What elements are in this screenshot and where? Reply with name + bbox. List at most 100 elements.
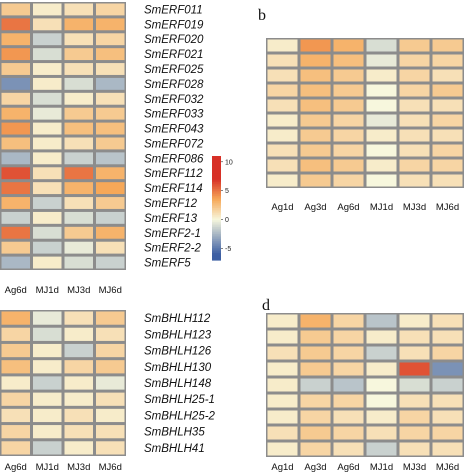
row-label: SmERF043 xyxy=(144,124,204,136)
row-label: SmERF019 xyxy=(144,19,204,31)
heatmap-cell xyxy=(1,3,30,16)
row-label: SmBHLH41 xyxy=(144,443,205,455)
row-label: SmBHLH123 xyxy=(144,329,212,341)
heatmap-cell xyxy=(33,360,62,374)
heatmap-cell xyxy=(366,378,397,392)
colorbar-segment xyxy=(212,156,221,159)
heatmap-cell xyxy=(333,144,364,157)
heatmap-cell xyxy=(64,226,93,239)
heatmap-cell xyxy=(300,442,331,456)
row-label: SmERF021 xyxy=(144,49,203,61)
heatmap-cell xyxy=(1,152,30,165)
heatmap-cell xyxy=(399,84,430,97)
heatmap-cell xyxy=(399,159,430,172)
heatmap-cell xyxy=(399,129,430,142)
heatmap-cell xyxy=(1,360,30,374)
heatmap-cell xyxy=(300,378,331,392)
heatmap-panel-a: Ag6d MJ1d MJ3d MJ6d SmERF011 SmERF019 SmERF020… xyxy=(0,2,204,296)
colorbar-segment xyxy=(212,161,221,164)
heatmap-cell xyxy=(1,92,30,105)
column-label: MJ3d xyxy=(67,462,90,473)
heatmap-cell xyxy=(64,311,93,325)
row-label: SmERF086 xyxy=(144,153,204,165)
heatmap-cell xyxy=(267,394,298,408)
column-label: Ag6d xyxy=(337,462,359,473)
heatmap-cell xyxy=(64,77,93,90)
heatmap-cell xyxy=(366,410,397,424)
colorbar-segment xyxy=(212,195,221,199)
heatmap-cell xyxy=(366,99,397,112)
heatmap-frame xyxy=(266,38,464,188)
heatmap-cell xyxy=(333,426,364,440)
colorbar-segment xyxy=(212,180,221,183)
colorbar-segment xyxy=(212,182,221,185)
heatmap-cell xyxy=(333,69,364,82)
heatmap-cell xyxy=(432,84,463,97)
heatmap-cell xyxy=(33,197,62,209)
colorbar-segment xyxy=(212,228,221,232)
heatmap-cell xyxy=(432,410,463,424)
column-label: MJ1d xyxy=(370,202,393,213)
heatmap-cell xyxy=(33,3,62,16)
heatmap-cell xyxy=(300,174,331,187)
heatmap-cell xyxy=(96,197,125,209)
column-label: MJ3d xyxy=(67,285,90,296)
heatmap-cell xyxy=(399,314,430,328)
heatmap-cell xyxy=(366,54,397,67)
colorbar-segment xyxy=(212,221,221,225)
heatmap-cell xyxy=(333,410,364,424)
heatmap-cell xyxy=(267,159,298,172)
heatmap-cell xyxy=(64,197,93,209)
heatmap-cell xyxy=(432,39,463,52)
heatmap-cell xyxy=(333,362,364,376)
heatmap-cell xyxy=(267,442,298,456)
heatmap-cell xyxy=(399,330,430,344)
colorbar-tick-label: 0 xyxy=(225,217,229,224)
colorbar-segment xyxy=(212,256,221,259)
colorbar-segment xyxy=(212,171,221,174)
heatmap-cell xyxy=(64,48,93,61)
heatmap-cell xyxy=(366,114,397,127)
colorbar-segment xyxy=(212,188,221,192)
column-label: MJ1d xyxy=(36,462,59,473)
heatmap-cell xyxy=(267,378,298,392)
row-label: SmBHLH126 xyxy=(144,346,212,358)
heatmap-cell xyxy=(300,144,331,157)
heatmap-cell xyxy=(33,63,62,75)
heatmap-cell xyxy=(1,33,30,46)
heatmap-cell xyxy=(1,211,30,224)
colorbar-segment xyxy=(212,223,221,226)
colorbar-segment xyxy=(212,176,221,180)
heatmap-cell xyxy=(1,376,30,390)
heatmap-cell xyxy=(96,376,125,390)
heatmap-cell xyxy=(96,343,125,358)
heatmap-cell xyxy=(366,174,397,187)
heatmap-cell xyxy=(300,84,331,97)
colorbar-segment xyxy=(212,190,221,193)
heatmap-cell xyxy=(366,144,397,157)
heatmap-cell xyxy=(1,197,30,209)
heatmap-cell xyxy=(96,3,125,16)
heatmap-cell xyxy=(300,39,331,52)
heatmap-cell xyxy=(267,174,298,187)
heatmap-cell xyxy=(333,174,364,187)
colorbar-segment xyxy=(212,213,221,216)
row-label: SmBHLH35 xyxy=(144,427,205,439)
column-label: Ag6d xyxy=(5,462,27,473)
heatmap-cell xyxy=(300,54,331,67)
heatmap-cell xyxy=(64,3,93,16)
heatmap-cell xyxy=(366,84,397,97)
colorbar-segment xyxy=(212,194,221,197)
colorbar-tick-label: -5 xyxy=(225,246,231,253)
colorbar-segment xyxy=(212,209,221,213)
colorbar-segment xyxy=(212,220,221,223)
column-label: Ag6d xyxy=(5,285,27,296)
row-label: SmBHLH130 xyxy=(144,362,212,374)
heatmap-cell xyxy=(96,107,125,120)
heatmap-cell xyxy=(399,69,430,82)
heatmap-cell xyxy=(366,314,397,328)
column-label: Ag1d xyxy=(271,462,293,473)
colorbar-segment xyxy=(212,175,221,178)
heatmap-cell xyxy=(64,152,93,165)
heatmap-cell xyxy=(432,54,463,67)
